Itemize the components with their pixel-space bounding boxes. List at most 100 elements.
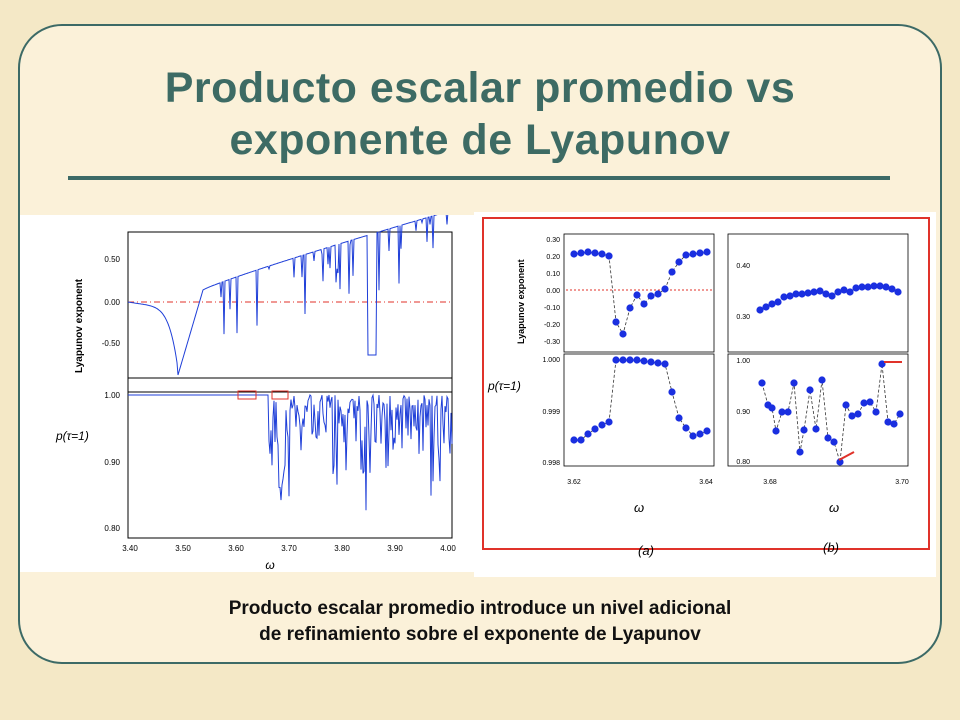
data-point	[878, 360, 886, 368]
data-point	[842, 401, 850, 409]
b-bottom-ytick: 0.80	[736, 459, 750, 466]
data-point	[689, 432, 697, 440]
right-zoom-figure: Lyapunov exponent 0.30 0.20 0.10 0.00 -0…	[474, 212, 936, 577]
data-point	[605, 418, 613, 426]
data-point	[703, 248, 711, 256]
x-tick: 3.70	[281, 544, 297, 553]
data-point	[848, 412, 856, 420]
data-point	[612, 318, 620, 326]
data-point	[876, 282, 884, 290]
data-point	[675, 258, 683, 266]
data-point	[619, 330, 627, 338]
panel-a-top-frame	[563, 233, 715, 353]
x-tick: 3.90	[387, 544, 403, 553]
panel-a-top-series	[570, 248, 711, 338]
data-point	[570, 250, 578, 258]
top-ylabel: Lyapunov exponent	[74, 278, 85, 373]
lyapunov-curve	[127, 209, 453, 376]
data-point	[640, 357, 648, 365]
top-panel-frame	[127, 231, 453, 393]
a-bottom-ytick: 1.000	[542, 357, 560, 364]
top-ytick: -0.50	[102, 339, 121, 348]
b-top-ytick: 0.40	[736, 263, 750, 270]
a-xtick: 3.64	[699, 479, 713, 486]
bottom-ylabel: p(τ=1)	[55, 429, 89, 443]
panel-b-top-series	[756, 282, 902, 314]
data-point	[888, 285, 896, 293]
data-point	[772, 427, 780, 435]
x-label: ω	[265, 558, 274, 572]
data-point	[836, 458, 844, 466]
bottom-ytick: 1.00	[104, 391, 120, 400]
data-point	[822, 290, 830, 298]
slide-title: Producto escalar promedio vs exponente d…	[164, 64, 796, 164]
title-underline	[68, 176, 890, 180]
data-point	[661, 360, 669, 368]
data-point	[591, 249, 599, 257]
data-point	[668, 268, 676, 276]
data-point	[570, 436, 578, 444]
slide-caption: Producto escalar promedio introduce un n…	[100, 596, 860, 648]
data-point	[854, 410, 862, 418]
a-bottom-ytick: 0.998	[542, 460, 560, 467]
data-point	[864, 283, 872, 291]
data-point	[661, 285, 669, 293]
b-top-ytick: 0.30	[736, 314, 750, 321]
panel-a-top-ylabel: Lyapunov exponent	[516, 259, 526, 344]
panel-b-xlabel: ω	[829, 500, 839, 515]
data-point	[689, 250, 697, 258]
data-point	[816, 287, 824, 295]
b-xtick: 3.68	[763, 479, 777, 486]
bottom-ytick: 0.90	[104, 458, 120, 467]
data-point	[896, 410, 904, 418]
data-point	[858, 283, 866, 291]
data-point	[828, 292, 836, 300]
data-point	[682, 424, 690, 432]
data-point	[758, 379, 766, 387]
x-tick: 3.60	[228, 544, 244, 553]
panel-b-bottom-frame	[727, 353, 909, 467]
panel-b-label: (b)	[823, 540, 839, 555]
data-point	[774, 298, 782, 306]
a-top-ytick: 0.00	[546, 288, 560, 295]
top-ytick: 0.00	[104, 298, 120, 307]
data-point	[612, 356, 620, 364]
data-point	[675, 414, 683, 422]
panel-a-label: (a)	[638, 543, 654, 558]
data-point	[647, 358, 655, 366]
data-point	[577, 436, 585, 444]
data-point	[824, 434, 832, 442]
arrow-marker	[838, 451, 855, 461]
data-point	[696, 249, 704, 257]
b-bottom-ytick: 1.00	[736, 358, 750, 365]
panel-b-top-frame	[727, 233, 909, 353]
data-point	[577, 249, 585, 257]
data-point	[626, 356, 634, 364]
data-point	[804, 289, 812, 297]
bottom-panel-frame	[127, 377, 453, 539]
data-point	[640, 300, 648, 308]
a-top-ytick: -0.20	[544, 322, 560, 329]
data-point	[786, 292, 794, 300]
a-top-ytick: -0.10	[544, 305, 560, 312]
data-point	[866, 398, 874, 406]
data-point	[591, 425, 599, 433]
data-point	[890, 420, 898, 428]
data-point	[647, 292, 655, 300]
data-point	[872, 408, 880, 416]
data-point	[784, 408, 792, 416]
data-point	[818, 376, 826, 384]
panel-b-bottom-series	[758, 360, 904, 466]
data-point	[810, 288, 818, 296]
caption-line-2: de refinamiento sobre el exponente de Ly…	[259, 624, 701, 645]
data-point	[806, 386, 814, 394]
a-top-ytick: -0.30	[544, 339, 560, 346]
data-point	[654, 359, 662, 367]
x-tick: 4.00	[440, 544, 456, 553]
highlight-box	[237, 390, 257, 400]
panel-a-xlabel: ω	[634, 500, 644, 515]
figure-border	[482, 217, 930, 550]
data-point	[584, 430, 592, 438]
data-point	[696, 430, 704, 438]
left-lyapunov-figure: Lyapunov exponent 0.50 0.00 -0.50 p(τ=1)…	[20, 209, 475, 572]
